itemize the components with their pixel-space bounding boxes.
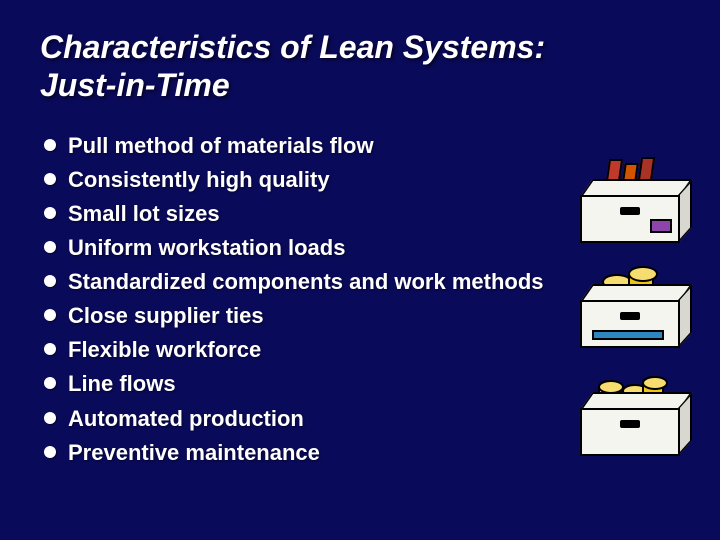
illustration-box-cylinders-bar (580, 270, 690, 348)
title-line-2: Just-in-Time (40, 67, 230, 103)
blue-bar-icon (592, 330, 664, 340)
illustration-box-three-cylinders (580, 378, 690, 456)
illustration-box-folders (580, 165, 690, 243)
bullet-item: Pull method of materials flow (40, 129, 680, 163)
purple-chip-icon (650, 219, 672, 233)
slide-title: Characteristics of Lean Systems: Just-in… (40, 28, 680, 105)
title-line-1: Characteristics of Lean Systems: (40, 29, 545, 65)
slide: Characteristics of Lean Systems: Just-in… (0, 0, 720, 540)
